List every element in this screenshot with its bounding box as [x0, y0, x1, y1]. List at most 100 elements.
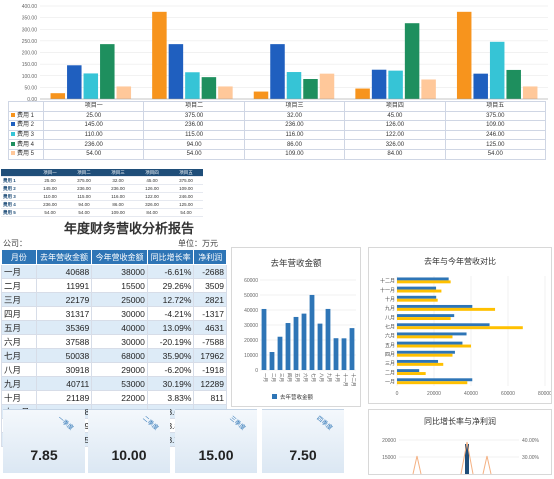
bar-4-0: [456, 11, 472, 99]
table-cell: 22000: [91, 390, 148, 405]
revenue-bar-8: [325, 308, 331, 370]
series-label: 费用 1: [8, 110, 44, 122]
revenue-bar-0: [261, 308, 267, 370]
bar-0-3: [100, 44, 115, 99]
table-row: 九月 40711 53000 30.19% 12289: [1, 376, 227, 391]
table-cell: 3509: [193, 278, 227, 293]
compare-bar-6-1: [397, 326, 523, 330]
table-cell: 十月: [1, 390, 37, 405]
y-tick-label: 九月: [385, 305, 395, 312]
revenue-bar-11: [349, 328, 355, 370]
growth-profit-panel: 同比增长率与净利润 20000 40.00% 15000 30.00%: [368, 409, 552, 475]
kpi-value: 7.50: [289, 447, 317, 463]
revenue-bar-10: [341, 338, 347, 370]
year-comparison-chart: 去年与今年营收对比 0 20000 40000 60000 80000 十二月十一月十月九月…: [380, 256, 552, 397]
y-tick-label: 一月: [385, 379, 395, 385]
small-table-header: [1, 169, 34, 177]
table-cell: 八月: [1, 362, 37, 377]
bar-4-4: [522, 86, 538, 99]
x-tick-label: 四月: [286, 373, 292, 382]
bar-2-1: [270, 44, 285, 99]
revenue-bar-4: [293, 316, 299, 370]
x-tick-label: 0: [396, 391, 399, 397]
compare-bar-10-1: [397, 289, 442, 293]
table-cell: 68000: [91, 348, 148, 363]
table-cell: 375.00: [143, 110, 245, 122]
category-header: 项目一: [42, 101, 145, 112]
y-tick-label: 四月: [385, 352, 395, 358]
y-tick-label: 50.00: [24, 85, 37, 91]
table-cell: 116.00: [243, 129, 346, 141]
x-tick-label: 七月: [310, 373, 317, 382]
y-tick-label: 0: [255, 368, 258, 374]
small-table-header: 项目四: [135, 169, 169, 177]
finance-header: 今年营收金额: [91, 249, 148, 265]
table-row: 费用 2 145.00 236.00 236.00 126.00 109.00: [8, 120, 547, 131]
bar-2-4: [319, 73, 335, 99]
table-cell: 4631: [193, 320, 227, 335]
table-cell: 375.00: [444, 110, 547, 122]
table-cell: 40688: [35, 264, 93, 279]
table-cell: 54.00: [444, 148, 547, 160]
compare-bar-11-1: [397, 280, 451, 284]
table-cell: -1918: [193, 362, 227, 377]
table-cell: 22179: [35, 292, 93, 307]
table-row: 费用 5 54.00 54.00 109.00 84.00 54.00: [8, 148, 547, 160]
table-cell: 110.00: [33, 192, 68, 201]
bar-0-1: [67, 65, 82, 99]
finance-header: 净利润: [193, 249, 227, 265]
table-cell: 25000: [91, 292, 148, 307]
table-cell: 110.00: [42, 129, 145, 141]
compare-bar-10-0: [397, 286, 437, 290]
chart-title: 去年营收金额: [270, 258, 322, 268]
compare-bar-5-0: [397, 332, 467, 336]
series-name: 费用 3: [17, 132, 35, 139]
y-tick-label: 15000: [382, 455, 396, 461]
table-cell: 12.72%: [146, 292, 195, 307]
table-cell: 115.00: [143, 129, 245, 141]
table-cell: 326.00: [344, 139, 446, 150]
table-cell: 109.00: [169, 184, 203, 193]
table-cell: 九月: [1, 376, 37, 391]
table-row: 四月 31317 30000 -4.21% -1317: [1, 306, 227, 321]
category-header: 项目四: [344, 101, 446, 112]
bar-1-4: [218, 86, 233, 99]
table-cell: 375.00: [169, 176, 203, 185]
table-cell: 30000: [91, 334, 148, 349]
table-cell: 236.00: [33, 200, 68, 209]
kpi-value: 15.00: [198, 447, 234, 463]
table-row: 六月 37588 30000 -20.19% -7588: [1, 334, 227, 349]
revenue-bar-3: [285, 323, 291, 370]
x-tick-label: 二月: [270, 373, 276, 382]
y-tick-label: 六月: [385, 333, 395, 340]
table-cell: 246.00: [444, 129, 547, 141]
table-cell: 29.26%: [146, 278, 195, 293]
y-tick-label: 五月: [385, 343, 395, 349]
compare-bar-1-1: [397, 372, 426, 375]
compare-bar-7-1: [397, 317, 451, 320]
x-tick-label: 十月: [334, 373, 341, 382]
series-label: 费用 5: [8, 148, 44, 160]
x-tick-label: 三月: [278, 373, 284, 382]
table-cell: 375.00: [67, 176, 102, 185]
table-row: 二月 11991 15500 29.26% 3509: [1, 278, 227, 293]
bar-0-4: [116, 86, 132, 99]
table-cell: 109.00: [243, 148, 346, 160]
table-cell: 30918: [35, 362, 93, 377]
series-name: 费用 4: [17, 141, 35, 148]
y-tick-label: 七月: [385, 323, 395, 330]
table-cell: 145.00: [42, 120, 145, 131]
last-year-revenue-chart: 去年营收金额 60000 50000 40000 30000 20000 10000 0 一月二…: [244, 258, 357, 401]
table-cell: 37588: [35, 334, 93, 349]
x-tick-label: 八月: [318, 373, 324, 382]
table-cell: -4.21%: [146, 306, 195, 321]
table-cell: -7588: [193, 334, 227, 349]
table-cell: -2688: [193, 264, 227, 279]
compare-bar-0-1: [397, 381, 468, 385]
revenue-bar-6: [309, 294, 315, 370]
kpi-tile: 四季度 7.50: [262, 409, 344, 473]
table-row: 费用 1 25.00 375.00 32.00 45.00 375.00: [1, 176, 203, 185]
compare-bar-8-1: [397, 307, 496, 311]
table-cell: 50038: [35, 348, 93, 363]
table-cell: 六月: [1, 334, 37, 349]
